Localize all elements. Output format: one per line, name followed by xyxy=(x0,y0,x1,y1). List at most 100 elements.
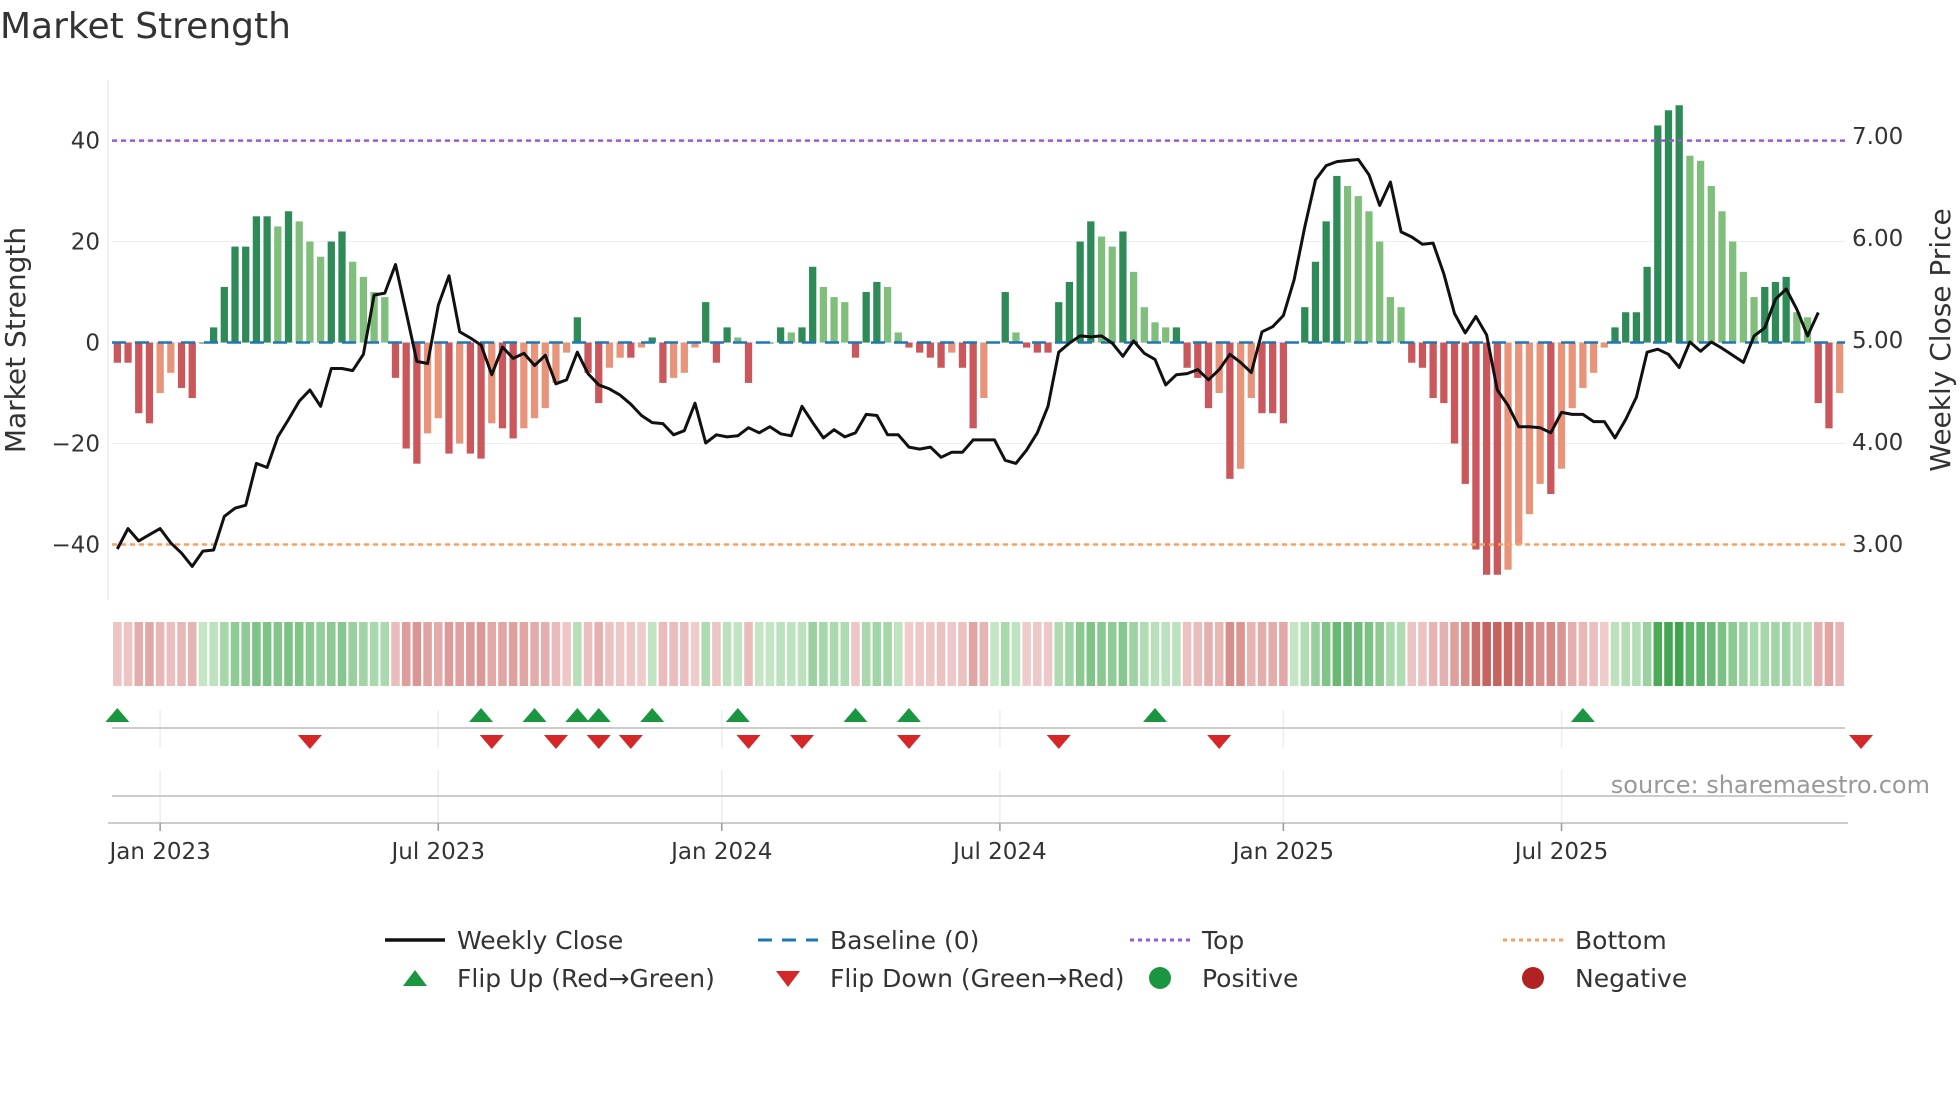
strength-bar xyxy=(605,342,614,368)
heat-cell xyxy=(1503,622,1513,686)
heat-cell xyxy=(1086,622,1096,686)
strength-bar xyxy=(1761,286,1769,343)
flip-up-marker xyxy=(565,708,590,722)
heat-cell xyxy=(926,622,935,686)
legend-item: Flip Down (Green→Red) xyxy=(776,964,1125,993)
heat-cell xyxy=(433,622,443,686)
strength-bar xyxy=(1729,241,1737,343)
heat-cell xyxy=(487,622,497,686)
flip-up-marker xyxy=(1570,708,1595,722)
heat-cell xyxy=(1621,622,1630,686)
heat-cell xyxy=(209,622,218,686)
strength-bar xyxy=(434,342,442,419)
strength-bar xyxy=(1579,342,1587,388)
flip-markers xyxy=(105,708,1874,749)
strength-bar xyxy=(552,342,560,383)
heat-cell xyxy=(1407,622,1417,686)
heat-cell xyxy=(1182,622,1192,686)
heat-cell xyxy=(1428,622,1438,686)
heat-cell xyxy=(936,622,946,686)
strength-bar xyxy=(1076,241,1084,343)
left-axis-label: Market Strength xyxy=(0,227,32,453)
strength-bar xyxy=(520,342,528,429)
heat-cell xyxy=(701,622,710,686)
flip-up-marker xyxy=(725,708,750,722)
heat-cell xyxy=(1835,622,1844,686)
heat-cell xyxy=(155,622,165,686)
strength-bar xyxy=(1194,342,1202,378)
strength-bar xyxy=(1044,342,1052,353)
heat-cell xyxy=(1610,622,1620,686)
strength-bar xyxy=(1654,125,1662,343)
strength-bar xyxy=(327,241,335,343)
strength-bar xyxy=(209,327,218,343)
strength-bar xyxy=(177,342,186,388)
strength-bar xyxy=(563,342,571,353)
heat-cell xyxy=(1546,622,1556,686)
strength-bar xyxy=(1397,307,1405,343)
strength-bar xyxy=(1279,342,1288,424)
heat-cell xyxy=(252,622,261,686)
heat-cell xyxy=(1364,622,1374,686)
heat-cell xyxy=(968,622,978,686)
heat-cell xyxy=(1000,622,1010,686)
strength-bar xyxy=(1140,307,1148,343)
strength-bar xyxy=(691,342,699,348)
strength-bar xyxy=(1686,155,1694,343)
heat-cell xyxy=(1054,622,1064,686)
heat-cell xyxy=(787,622,796,686)
heat-cell xyxy=(861,622,871,686)
strength-bar xyxy=(1418,342,1427,368)
heat-cell xyxy=(808,622,817,686)
legend-circle-icon xyxy=(1522,967,1544,989)
heat-cell xyxy=(187,622,197,686)
legend-triangle-down-icon xyxy=(776,971,800,987)
heat-cell xyxy=(615,622,625,686)
strength-bar xyxy=(937,342,945,368)
x-axis-ticks: Jan 2023 Jul 2023 Jan 2024 Jul 2024 Jan 2025… xyxy=(107,823,1608,865)
strength-bar xyxy=(1814,342,1822,404)
strength-bar xyxy=(1482,342,1491,575)
right-tick-label: 7.00 xyxy=(1852,124,1903,150)
strength-bar xyxy=(1333,175,1341,343)
strength-bar xyxy=(498,342,507,429)
heat-cell xyxy=(369,622,379,686)
right-tick-label: 5.00 xyxy=(1852,328,1903,354)
legend-item: Flip Up (Red→Green) xyxy=(403,964,715,993)
strength-bar xyxy=(702,302,710,343)
strength-bar xyxy=(584,342,592,373)
strength-bar xyxy=(723,327,731,343)
heat-cell xyxy=(1193,622,1203,686)
strength-bar xyxy=(1696,160,1705,343)
strength-bar xyxy=(1012,332,1020,343)
x-tick-label: Jul 2024 xyxy=(951,839,1047,865)
strength-bar xyxy=(274,226,282,343)
strength-bar xyxy=(948,342,956,353)
heat-cell xyxy=(1696,622,1705,686)
reference-lines xyxy=(112,139,1845,546)
strength-bar xyxy=(1162,327,1170,343)
strength-bar xyxy=(1269,342,1277,414)
strength-bar xyxy=(284,211,293,343)
flip-up-marker xyxy=(586,708,611,722)
heat-cell xyxy=(797,622,807,686)
strength-bar xyxy=(1376,241,1384,343)
flip-down-marker xyxy=(896,735,921,749)
heat-cell xyxy=(123,622,133,686)
legend-item: Baseline (0) xyxy=(758,926,979,955)
strength-bar xyxy=(145,342,154,424)
heat-cell xyxy=(262,622,272,686)
strength-bar xyxy=(851,342,860,358)
strength-bar xyxy=(648,337,656,343)
heat-cell xyxy=(669,622,678,686)
right-tick-label: 6.00 xyxy=(1852,226,1903,252)
strength-bar xyxy=(1771,281,1780,343)
strength-bar xyxy=(1365,211,1373,343)
flip-down-marker xyxy=(736,735,761,749)
strength-bar xyxy=(167,342,175,373)
legend-label: Baseline (0) xyxy=(830,926,979,955)
heat-cell xyxy=(230,622,240,686)
heat-cell xyxy=(134,622,144,686)
strength-bar xyxy=(916,342,924,353)
strength-bar xyxy=(1782,276,1790,343)
